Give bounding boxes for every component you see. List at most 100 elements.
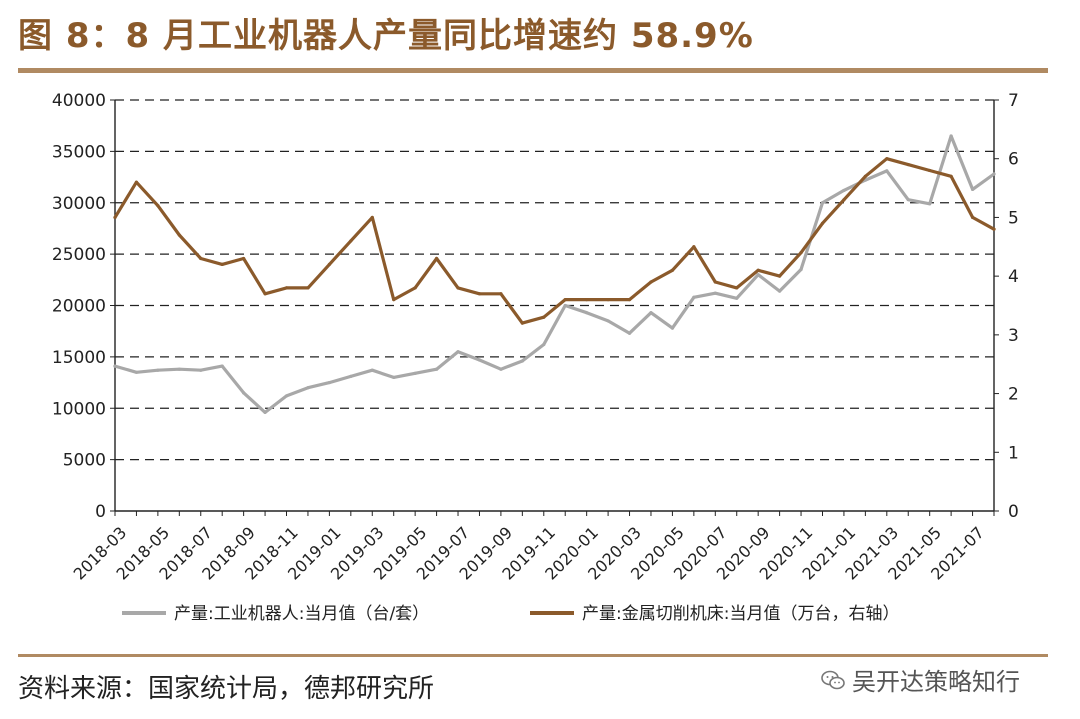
series-2-point — [585, 298, 589, 302]
legend-label-2: 产量:金属切削机床:当月值（万台，右轴） — [582, 604, 899, 624]
series-2-point — [199, 256, 203, 261]
tick-labels: 0 5000 10000 15000 20000 25000 30000 35000 40000… — [52, 91, 1019, 584]
series-1-point — [585, 311, 589, 315]
page-title: 图 8：8 月工业机器人产量同比增速约 58.9% — [18, 16, 754, 56]
series-2-point — [778, 274, 782, 278]
series-2-point — [928, 168, 932, 173]
series-2-point — [649, 280, 653, 284]
y-left-tick-label: 40000 — [52, 91, 106, 111]
y-left-tick-label: 30000 — [52, 194, 106, 214]
series-1-point — [692, 295, 696, 299]
series-2-point — [627, 298, 632, 302]
series-1-point — [799, 267, 803, 272]
series-2-point — [692, 245, 696, 249]
legend: 产量:工业机器人:当月值（台/套） 产量:金属切削机床:当月值（万台，右轴） — [122, 604, 899, 624]
series-2-point — [263, 292, 267, 296]
series-1-point — [520, 359, 524, 363]
series-2-point — [970, 215, 975, 220]
series-1-point — [134, 370, 139, 374]
axes — [110, 99, 999, 516]
series-2-point — [177, 233, 181, 237]
series-1-point — [263, 410, 267, 414]
series-2-point — [949, 174, 953, 178]
series-2-point — [284, 286, 289, 290]
series-2-point — [820, 221, 825, 225]
series-2-point — [542, 315, 546, 319]
series-1-point — [949, 134, 953, 138]
series-2-point — [370, 215, 374, 220]
series-1-point — [434, 367, 439, 371]
series-2-point — [735, 286, 739, 290]
series-1-point — [970, 187, 975, 191]
series-2-point — [499, 292, 503, 296]
watermark-text: 吴开达策略知行 — [852, 668, 1020, 696]
series-1-point — [928, 202, 932, 206]
series-lines — [113, 134, 996, 414]
series-1-point — [413, 371, 417, 375]
series-2-point — [242, 256, 246, 261]
series-2-point — [113, 215, 117, 220]
series-1-point — [456, 350, 460, 354]
series-2-point — [863, 174, 867, 178]
series-2-point — [713, 280, 717, 284]
y-left-tick-label: 10000 — [52, 399, 106, 419]
wechat-icon — [821, 670, 845, 689]
series-1-point — [992, 172, 996, 176]
series-line-2 — [113, 157, 996, 325]
y-right-tick-label: 2 — [1008, 385, 1019, 405]
series-2-point — [434, 256, 439, 261]
series-1-point — [306, 386, 310, 390]
series-2-point — [992, 227, 996, 231]
series-1-point — [627, 331, 632, 335]
legend-label-1: 产量:工业机器人:当月值（台/套） — [174, 604, 429, 624]
y-left-tick-label: 25000 — [52, 245, 106, 265]
series-2-point — [670, 268, 675, 272]
series-1-point — [670, 326, 675, 330]
series-2-point — [220, 262, 224, 266]
series-1-point — [284, 394, 289, 398]
series-1-point — [906, 198, 910, 202]
series-1-point — [713, 291, 717, 295]
series-1-point — [477, 358, 482, 362]
y-right-tick-label: 7 — [1008, 91, 1019, 111]
series-1-point — [542, 342, 546, 347]
series-1-point — [563, 303, 567, 308]
series-2-point — [306, 286, 310, 290]
series-1-point — [820, 201, 825, 205]
line-chart: 0 5000 10000 15000 20000 25000 30000 35000 40000… — [52, 91, 1019, 624]
series-1-point — [177, 367, 181, 371]
series-2-point — [606, 298, 610, 302]
series-1-point — [735, 296, 739, 300]
series-2-point — [456, 286, 460, 290]
series-2-point — [349, 239, 353, 243]
series-1-point — [370, 368, 374, 372]
title-divider — [18, 68, 1048, 73]
series-1-point — [199, 368, 203, 372]
y-right-tick-label: 6 — [1008, 150, 1019, 170]
y-right-tick-label: 4 — [1008, 267, 1019, 287]
series-2-point — [413, 286, 417, 290]
series-1-point — [885, 169, 889, 173]
series-2-point — [906, 162, 910, 167]
y-right-tick-label: 5 — [1008, 208, 1019, 228]
y-right-tick-label: 0 — [1008, 502, 1019, 522]
grid-lines — [115, 99, 994, 461]
series-2-point — [134, 180, 139, 184]
series-1-point — [778, 289, 782, 293]
series-1-point — [242, 391, 246, 395]
series-line-1 — [113, 134, 996, 414]
series-2-point — [156, 204, 160, 208]
series-2-point — [799, 251, 803, 255]
series-1-point — [392, 375, 396, 380]
series-2-point — [327, 262, 331, 266]
series-2-point — [842, 198, 846, 202]
watermark: 吴开达策略知行 — [820, 662, 1020, 697]
y-left-tick-label: 15000 — [52, 348, 106, 368]
series-2-point — [563, 298, 567, 302]
source-divider — [18, 654, 1048, 657]
series-2-point — [477, 292, 482, 296]
series-2-point — [520, 321, 524, 325]
series-1-point — [220, 364, 224, 368]
y-left-tick-label: 35000 — [52, 142, 106, 162]
y-right-tick-label: 1 — [1008, 443, 1019, 463]
